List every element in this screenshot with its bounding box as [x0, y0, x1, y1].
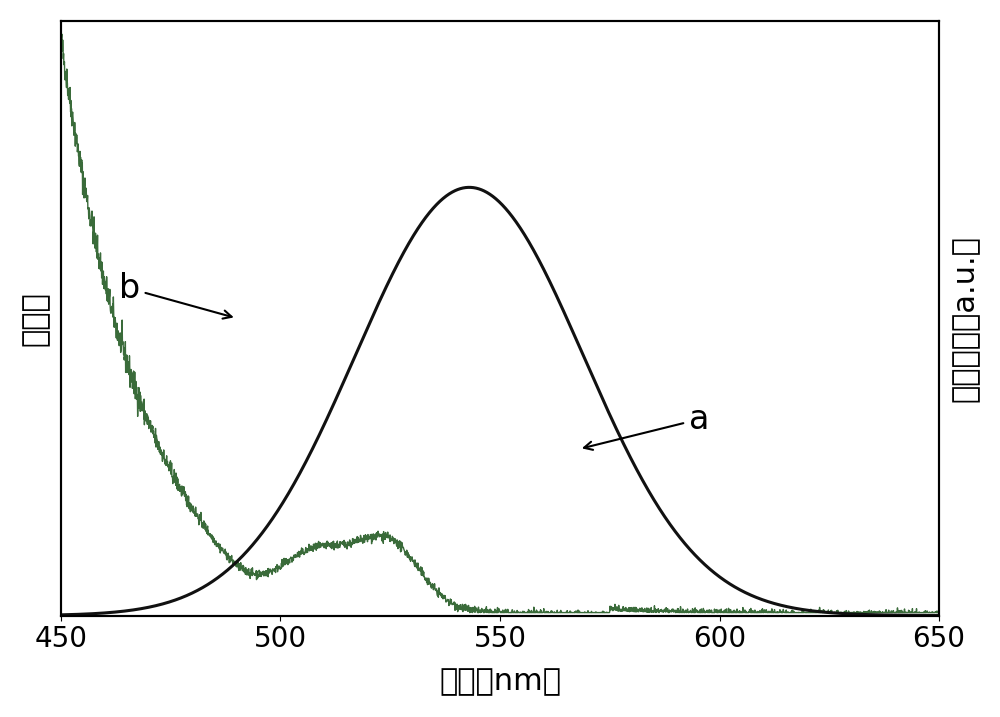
X-axis label: 波长（nm）: 波长（nm） — [439, 667, 561, 696]
Y-axis label: 荧光强度（a.u.）: 荧光强度（a.u.） — [950, 234, 979, 402]
Text: b: b — [119, 272, 232, 318]
Y-axis label: 吸光度: 吸光度 — [21, 291, 50, 346]
Text: a: a — [584, 403, 709, 450]
